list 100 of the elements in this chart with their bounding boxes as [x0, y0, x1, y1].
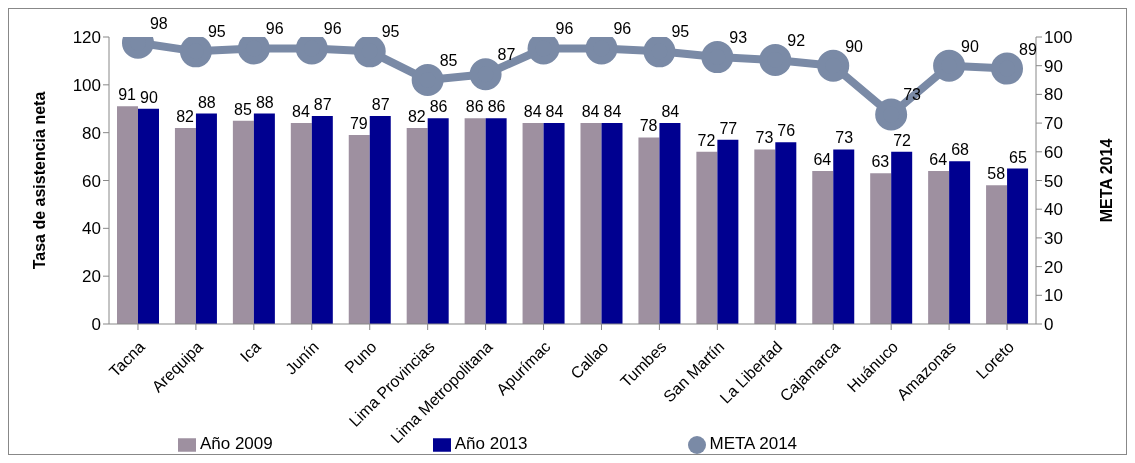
data-label: 96 [265, 20, 284, 38]
data-label: 96 [323, 20, 342, 38]
bar [427, 118, 449, 324]
bar [601, 123, 623, 324]
bar [174, 127, 196, 324]
bar [348, 135, 370, 324]
data-label: 98 [149, 14, 168, 32]
data-label: 84 [603, 103, 622, 121]
y2-tick-label: 80 [1044, 85, 1063, 105]
data-label: 90 [140, 88, 158, 106]
data-label: 93 [729, 29, 748, 47]
bar [696, 151, 718, 324]
data-label: 86 [465, 98, 484, 116]
data-label: 87 [371, 95, 390, 113]
data-label: 64 [813, 150, 832, 168]
data-label: 86 [429, 98, 448, 116]
bar [138, 108, 159, 324]
y2-tick-label: 60 [1044, 142, 1063, 162]
y-tick-label: 0 [91, 315, 101, 335]
y-tick-label: 60 [82, 171, 101, 191]
data-label: 72 [893, 131, 912, 149]
data-label: 84 [581, 103, 600, 121]
data-label: 89 [1019, 40, 1037, 58]
bar [464, 118, 486, 324]
data-label: 88 [197, 93, 216, 111]
data-label: 84 [292, 103, 310, 121]
data-label: 85 [234, 100, 252, 118]
y2-tick-label: 70 [1044, 114, 1063, 134]
data-label: 92 [787, 31, 806, 49]
bar [638, 137, 660, 324]
data-label: 96 [555, 20, 574, 38]
data-label: 82 [176, 107, 195, 125]
bar [369, 115, 391, 324]
bar [311, 115, 333, 324]
y2-tick-label: 20 [1044, 257, 1063, 277]
bar [986, 185, 1008, 324]
data-label: 85 [439, 52, 458, 70]
data-label: 79 [349, 115, 368, 133]
data-label: 86 [487, 98, 506, 116]
bar [833, 149, 855, 324]
data-label: 84 [545, 103, 564, 121]
bar [117, 106, 138, 324]
bar [870, 173, 892, 324]
legend-label: META 2014 [709, 434, 798, 453]
bar [754, 149, 776, 324]
bar [195, 113, 217, 324]
data-label: 95 [207, 23, 226, 41]
legend-label: Año 2009 [199, 434, 273, 453]
bar [253, 113, 275, 324]
y2-tick-label: 10 [1044, 286, 1063, 306]
bar [580, 123, 602, 324]
y-tick-label: 120 [72, 28, 101, 48]
y-tick-label: 40 [82, 219, 101, 239]
y2-tick-label: 0 [1044, 315, 1054, 335]
y2-tick-label: 40 [1044, 200, 1063, 220]
data-label: 78 [639, 117, 658, 135]
y2-tick-label: 50 [1044, 171, 1063, 191]
data-label: 87 [313, 95, 332, 113]
data-label: 95 [671, 23, 690, 41]
data-label: 82 [407, 107, 426, 125]
bar [775, 142, 797, 324]
bar [406, 127, 428, 324]
y-tick-label: 100 [72, 75, 101, 95]
data-label: 87 [497, 46, 516, 64]
y-axis-title: Tasa de asistencia neta [30, 91, 48, 270]
y2-axis-title: META 2014 [1097, 138, 1115, 223]
bar [1007, 168, 1029, 324]
data-label: 90 [961, 37, 979, 55]
data-label: 77 [719, 119, 738, 137]
data-label: 63 [871, 153, 890, 171]
data-label: 76 [777, 122, 796, 140]
bar [717, 139, 739, 324]
data-label: 64 [929, 150, 948, 168]
data-label: 84 [661, 103, 680, 121]
y2-tick-label: 100 [1044, 28, 1073, 48]
data-label: 58 [987, 165, 1006, 183]
data-label: 65 [1009, 148, 1027, 166]
data-label: 88 [255, 93, 274, 111]
bar [522, 123, 544, 324]
legend-label: Año 2013 [454, 434, 528, 453]
data-label: 84 [523, 103, 542, 121]
data-label: 90 [845, 37, 864, 55]
data-label: 72 [697, 131, 716, 149]
data-label: 91 [118, 86, 137, 104]
y2-tick-label: 90 [1044, 56, 1063, 76]
y-tick-label: 80 [82, 123, 101, 143]
data-label: 73 [755, 129, 774, 147]
bar [485, 118, 507, 324]
data-label: 95 [381, 23, 400, 41]
bar [659, 123, 681, 324]
bar [891, 151, 913, 324]
bar [949, 161, 971, 324]
bar [543, 123, 565, 324]
data-label: 73 [835, 129, 854, 147]
data-label: 96 [613, 20, 632, 38]
x-tick-label: Ica [236, 337, 264, 366]
bar [290, 123, 312, 324]
bar [232, 120, 254, 324]
data-label: 68 [951, 141, 970, 159]
y2-tick-label: 30 [1044, 228, 1063, 248]
